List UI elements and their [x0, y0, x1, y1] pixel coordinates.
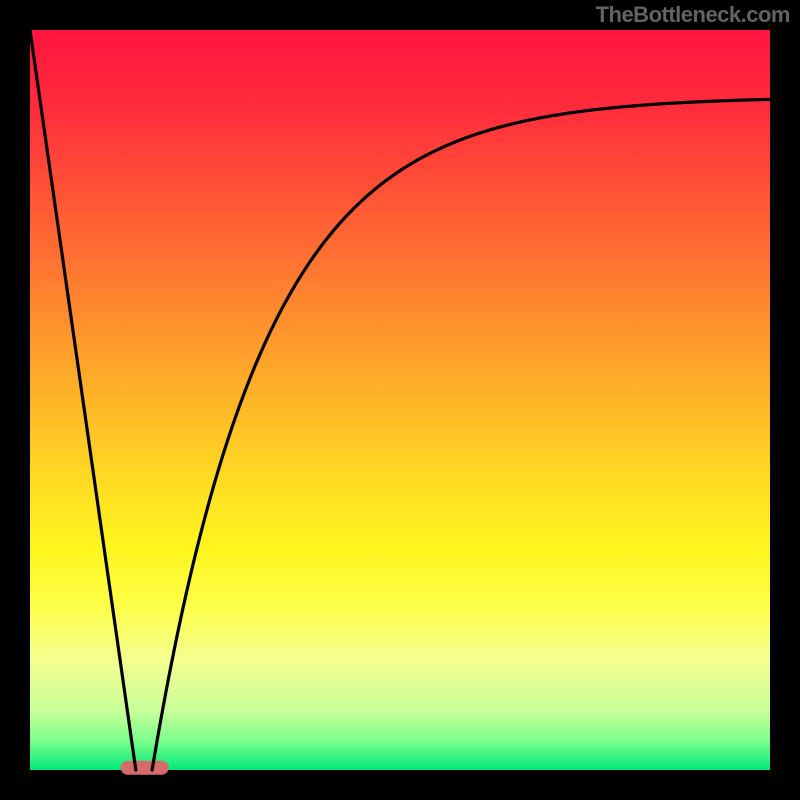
chart-background-gradient — [30, 30, 770, 770]
watermark-text: TheBottleneck.com — [596, 2, 790, 28]
bottleneck-marker — [121, 761, 169, 775]
bottleneck-chart: TheBottleneck.com — [0, 0, 800, 800]
chart-svg — [0, 0, 800, 800]
